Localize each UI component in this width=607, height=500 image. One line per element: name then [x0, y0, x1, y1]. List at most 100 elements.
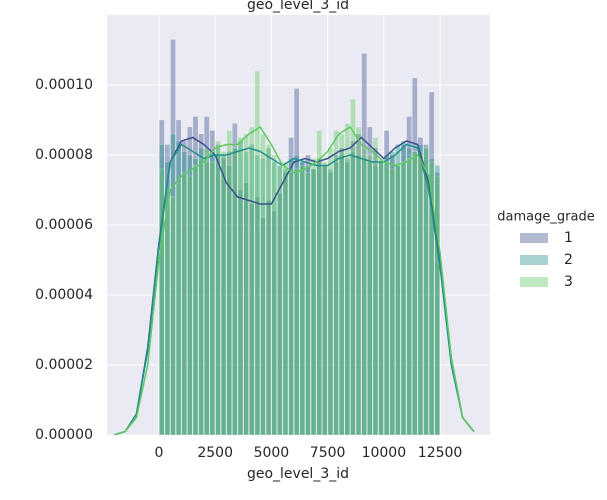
- bar: [400, 144, 407, 435]
- bar: [333, 130, 339, 435]
- bar: [254, 70, 261, 435]
- legend-label: 1: [564, 230, 573, 246]
- y-tick-label: 0.00000: [35, 427, 93, 443]
- bar: [293, 88, 300, 435]
- bar: [361, 158, 367, 435]
- bar: [254, 154, 261, 435]
- bar: [327, 172, 334, 435]
- bar: [316, 161, 322, 435]
- bar: [187, 126, 193, 435]
- bar: [428, 158, 435, 435]
- bar: [181, 140, 188, 435]
- bar: [428, 161, 435, 435]
- bar: [248, 126, 255, 435]
- bar: [187, 154, 193, 435]
- bar: [226, 151, 232, 435]
- bar: [344, 158, 351, 435]
- bar: [400, 140, 407, 435]
- bar: [260, 217, 266, 435]
- bar: [175, 119, 182, 435]
- bar: [271, 210, 277, 435]
- bar: [220, 158, 227, 435]
- bar: [350, 151, 356, 435]
- bar: [192, 116, 199, 435]
- bar: [333, 154, 339, 435]
- bar: [355, 126, 362, 435]
- legend-label: 2: [564, 252, 573, 268]
- bar: [428, 91, 435, 435]
- bar: [243, 151, 249, 435]
- bar: [232, 147, 238, 435]
- legend-label: 3: [564, 274, 573, 290]
- bar: [232, 147, 238, 435]
- chart-title: geo_level_3_id: [247, 0, 349, 13]
- bar: [265, 147, 272, 435]
- bar: [434, 172, 441, 435]
- x-tick-label: 7500: [310, 445, 346, 461]
- bar: [203, 147, 210, 435]
- bar: [305, 165, 311, 435]
- bar: [406, 158, 412, 435]
- bar: [406, 147, 412, 435]
- bar: [344, 123, 351, 435]
- bar: [389, 168, 396, 435]
- bar: [159, 119, 165, 435]
- bar: [175, 140, 182, 435]
- bar: [248, 144, 255, 435]
- bar: [237, 137, 244, 435]
- bar: [355, 133, 362, 435]
- bar: [277, 165, 283, 435]
- bar: [260, 158, 266, 435]
- bar: [288, 172, 294, 435]
- bar: [243, 182, 249, 435]
- bar: [159, 168, 165, 435]
- bar: [350, 98, 356, 435]
- marks: [113, 39, 475, 435]
- bar: [209, 130, 216, 435]
- bar: [248, 203, 255, 435]
- bar: [198, 147, 204, 435]
- kde-line: [113, 125, 475, 435]
- bar: [181, 172, 188, 435]
- y-tick-label: 0.00002: [35, 357, 93, 373]
- bar: [406, 116, 412, 435]
- bar: [423, 147, 429, 435]
- bar: [282, 161, 289, 435]
- y-tick-label: 0.00006: [35, 217, 93, 233]
- bar: [333, 161, 339, 435]
- bar: [423, 144, 429, 435]
- bar: [412, 151, 418, 435]
- bar: [220, 151, 227, 435]
- bar: [170, 196, 176, 435]
- bar: [434, 175, 441, 435]
- x-tick-label: 10000: [362, 445, 407, 461]
- bar: [361, 53, 367, 435]
- bar: [434, 165, 441, 435]
- legend-swatch: [520, 255, 548, 265]
- bar: [192, 165, 199, 435]
- bar: [237, 189, 244, 435]
- bar: [175, 182, 182, 435]
- bar: [198, 133, 204, 435]
- bar: [316, 130, 322, 435]
- bar: [355, 154, 362, 435]
- bar: [367, 161, 373, 435]
- x-axis-label: geo_level_3_id: [247, 466, 349, 482]
- bar: [372, 137, 379, 435]
- bar: [232, 123, 238, 435]
- bar: [327, 168, 334, 435]
- bar: [265, 144, 272, 435]
- bar: [260, 133, 266, 435]
- bar: [338, 154, 345, 435]
- bar: [305, 154, 311, 435]
- legend-swatch: [520, 277, 548, 287]
- bar: [417, 137, 424, 435]
- x-tick-label: 12500: [418, 445, 463, 461]
- y-tick-label: 0.00008: [35, 147, 93, 163]
- bar: [338, 133, 345, 435]
- bar: [192, 158, 199, 435]
- bar: [383, 161, 390, 435]
- bar: [282, 172, 289, 435]
- bar: [367, 126, 373, 435]
